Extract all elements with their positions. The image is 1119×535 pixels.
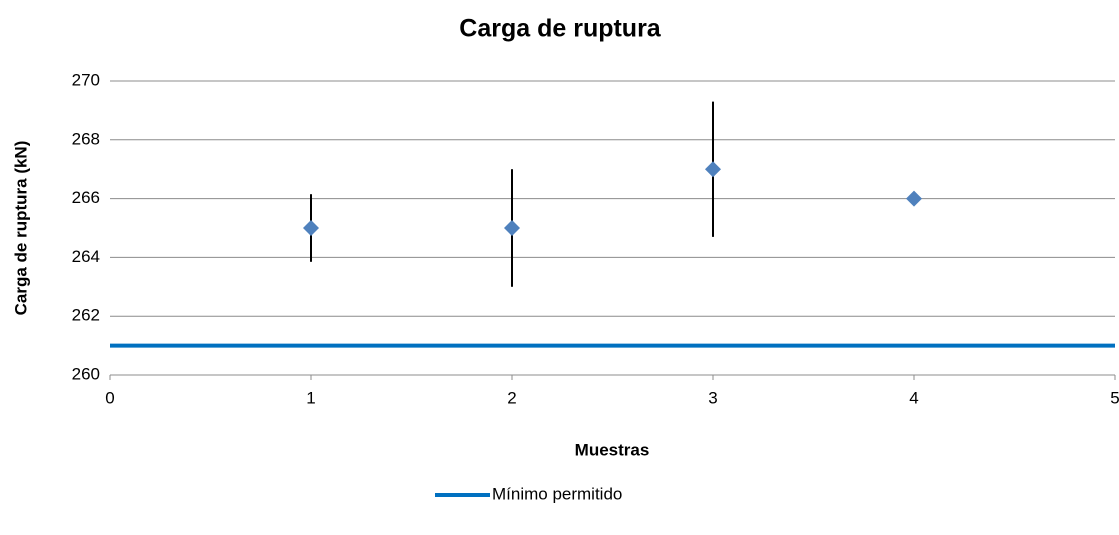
legend-label: Mínimo permitido: [492, 484, 622, 503]
x-tick-label: 5: [1110, 388, 1119, 407]
point: [303, 220, 319, 236]
y-tick-label: 270: [72, 70, 100, 89]
point: [705, 161, 721, 178]
y-tick-label: 262: [72, 306, 100, 325]
y-tick-label: 266: [72, 188, 100, 207]
y-tick-label: 260: [72, 364, 100, 383]
y-axis-label: Carga de ruptura (kN): [11, 141, 30, 316]
y-tick-label: 264: [72, 247, 100, 266]
chart-title: Carga de ruptura: [459, 15, 662, 43]
x-tick-label: 0: [105, 388, 114, 407]
point: [504, 220, 520, 236]
x-tick-label: 3: [708, 388, 717, 407]
x-tick-label: 1: [306, 388, 315, 407]
y-tick-label: 268: [72, 129, 100, 148]
x-tick-label: 2: [507, 388, 516, 407]
x-tick-label: 4: [909, 388, 918, 407]
x-axis-label: Muestras: [575, 440, 650, 459]
point: [906, 190, 922, 207]
